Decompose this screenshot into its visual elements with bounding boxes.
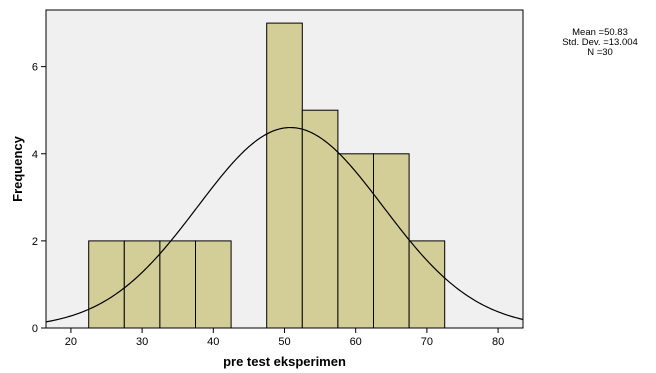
x-tick-label: 70 xyxy=(421,336,433,348)
stats-n: N =30 xyxy=(587,47,613,58)
histogram-bar-3 xyxy=(159,240,196,329)
histogram-bars xyxy=(88,22,446,329)
x-tick-label: 80 xyxy=(492,336,504,348)
x-tick-label: 30 xyxy=(136,336,148,348)
stats-std-dev: Std. Dev. =13.004 xyxy=(562,37,638,48)
y-tick-label: 2 xyxy=(32,236,38,248)
x-tick-label: 20 xyxy=(65,336,77,348)
histogram-bar-4 xyxy=(195,240,232,329)
y-tick-label: 0 xyxy=(32,323,38,335)
stats-mean: Mean =50.83 xyxy=(572,27,628,38)
x-tick-label: 50 xyxy=(278,336,290,348)
histogram-bar-7 xyxy=(337,153,374,329)
normal-curve xyxy=(45,126,524,323)
y-axis-title: Frequency xyxy=(10,135,25,202)
x-axis-ticks: 20 30 40 50 60 70 80 xyxy=(65,328,504,348)
y-axis-ticks: 0 2 4 6 xyxy=(32,62,46,335)
x-tick-label: 60 xyxy=(350,336,362,348)
x-axis-title: pre test eksperimen xyxy=(223,354,346,369)
y-tick-label: 6 xyxy=(32,62,38,74)
histogram-bar-1 xyxy=(88,240,125,329)
histogram-bar-6 xyxy=(301,109,339,329)
y-tick-label: 4 xyxy=(32,149,38,161)
x-tick-label: 40 xyxy=(207,336,219,348)
histogram-bar-8 xyxy=(373,153,410,329)
histogram-bar-2 xyxy=(123,240,161,329)
histogram-bar-5 xyxy=(266,22,303,329)
histogram-bar-9 xyxy=(408,240,446,329)
